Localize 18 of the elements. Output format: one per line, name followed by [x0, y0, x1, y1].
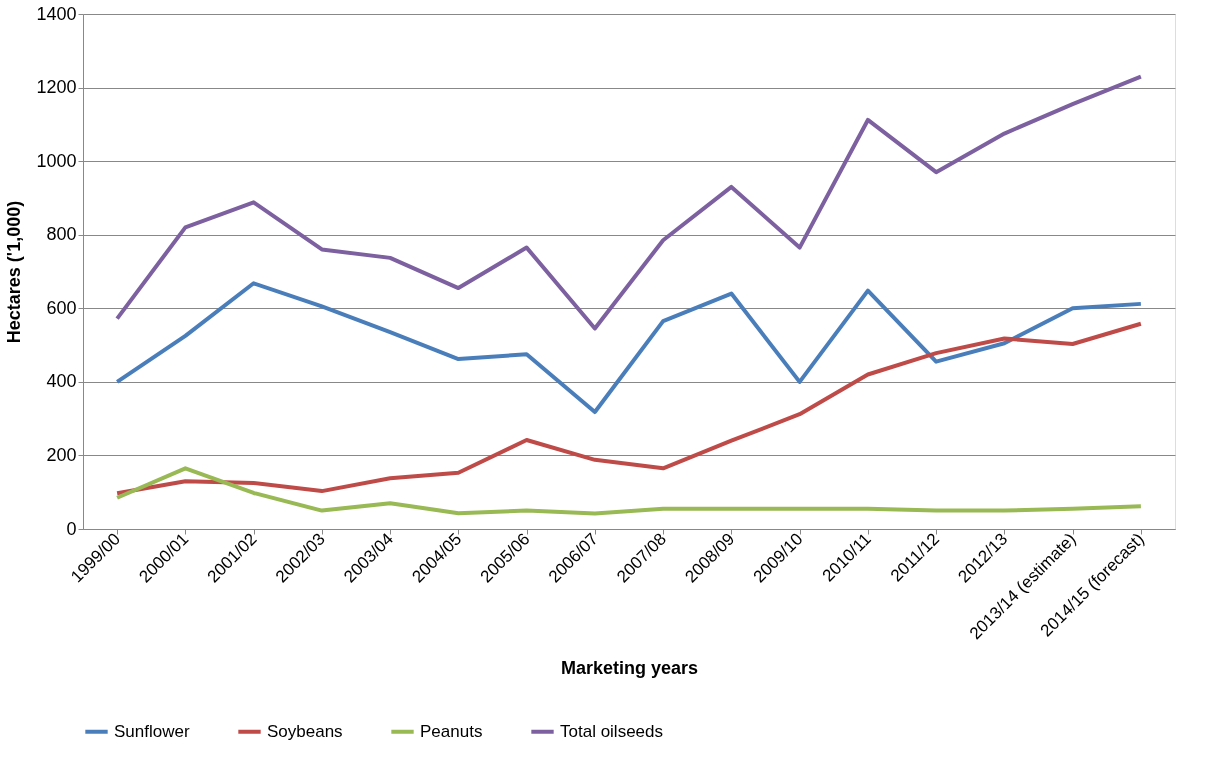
- line-series: [115, 74, 1143, 331]
- y-tick-label: 600: [46, 297, 77, 318]
- y-tick-label: 0: [66, 518, 77, 539]
- y-tick-label: 800: [46, 224, 77, 245]
- line-series: [115, 321, 1143, 496]
- y-tick-label: 1400: [36, 3, 77, 24]
- legend-label: Total oilseeds: [560, 721, 664, 741]
- x-axis-title: Marketing years: [560, 658, 699, 679]
- legend-label: Sunflower: [114, 721, 190, 741]
- y-axis-title: Hectares ('1,000): [4, 200, 25, 344]
- y-tick-label: 1200: [36, 77, 77, 98]
- legend-label: Peanuts: [420, 721, 483, 741]
- line-series: [115, 466, 1143, 516]
- y-tick-label: 400: [46, 371, 77, 392]
- line-series: [115, 281, 1143, 415]
- legend-label: Soybeans: [267, 721, 343, 741]
- y-tick-label: 1000: [36, 150, 77, 171]
- y-tick-label: 200: [46, 444, 77, 465]
